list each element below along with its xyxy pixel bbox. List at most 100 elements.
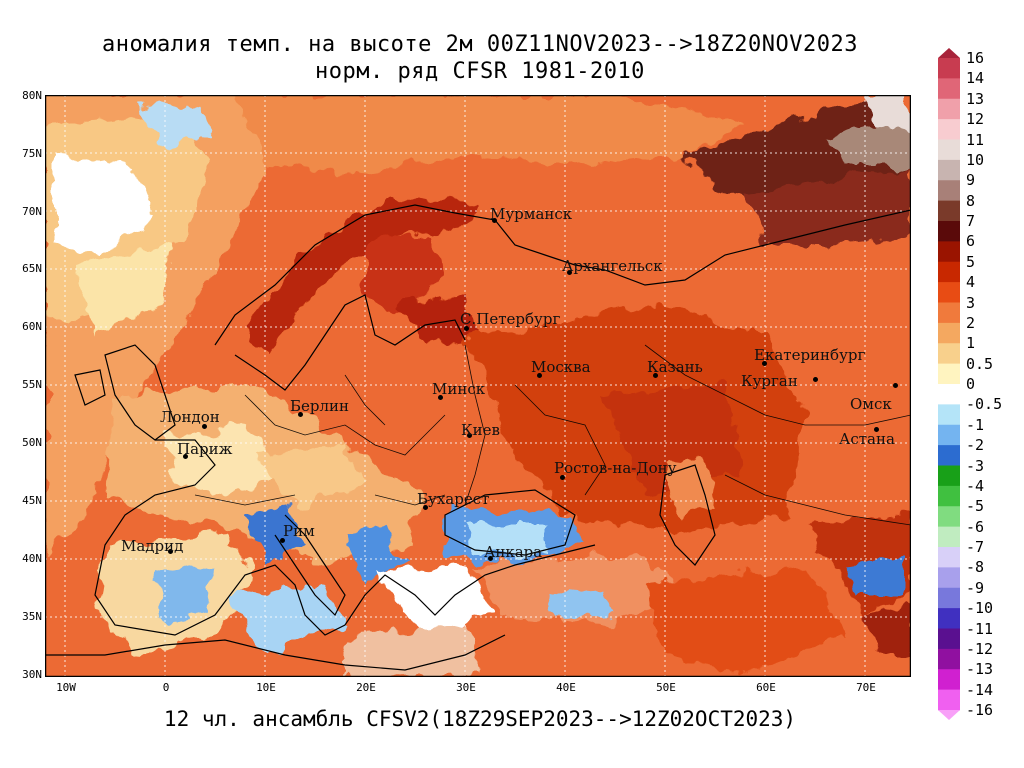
city-marker bbox=[467, 433, 472, 438]
lon-label: 60E bbox=[756, 681, 776, 694]
lat-label: 75N bbox=[22, 147, 42, 160]
colorbar-swatch bbox=[938, 384, 960, 405]
city-label: С.Петербург bbox=[460, 310, 561, 328]
ensemble-subtitle: 12 чл. ансамбль CFSV2(18Z29SEP2023-->12Z… bbox=[163, 707, 797, 731]
city-marker bbox=[464, 326, 469, 331]
city-marker bbox=[202, 424, 207, 429]
city-label: Москва bbox=[531, 358, 591, 376]
colorbar-label: -1 bbox=[966, 415, 985, 434]
colorbar-label: -12 bbox=[966, 639, 994, 658]
colorbar-swatch bbox=[938, 445, 960, 466]
colorbar-swatch bbox=[938, 78, 960, 100]
colorbar-label: -0.5 bbox=[966, 395, 1003, 414]
colorbar-label: -13 bbox=[966, 660, 994, 679]
city-label: Лондон bbox=[160, 408, 220, 426]
city-label: Астана bbox=[839, 430, 895, 448]
city-marker bbox=[567, 270, 572, 275]
map-title-line1: аномалия темп. на высоте 2м 00Z11NOV2023… bbox=[102, 32, 858, 57]
lon-label: 50E bbox=[656, 681, 676, 694]
colorbar-label: 11 bbox=[966, 130, 985, 149]
city-marker bbox=[488, 556, 493, 561]
colorbar bbox=[938, 48, 960, 720]
lon-label: 0 bbox=[162, 681, 170, 694]
city-marker bbox=[438, 395, 443, 400]
lat-label: 70N bbox=[22, 205, 42, 218]
city-marker bbox=[762, 361, 767, 366]
city-marker bbox=[537, 373, 542, 378]
colorbar-label: 4 bbox=[966, 273, 976, 292]
lat-label: 55N bbox=[22, 378, 42, 391]
city-marker bbox=[492, 218, 497, 223]
colorbar-label: 0.5 bbox=[966, 354, 994, 373]
colorbar-swatch bbox=[938, 608, 960, 629]
colorbar-swatch bbox=[938, 48, 960, 58]
city-label: Омск bbox=[850, 395, 892, 413]
colorbar-label: 1 bbox=[966, 334, 976, 353]
lat-label: 40N bbox=[22, 552, 42, 565]
colorbar-swatch bbox=[938, 587, 960, 609]
city-marker bbox=[653, 373, 658, 378]
colorbar-swatch bbox=[938, 628, 960, 650]
colorbar-label: -2 bbox=[966, 436, 985, 455]
city-label: Казань bbox=[647, 358, 703, 376]
colorbar-label: 8 bbox=[966, 191, 976, 210]
colorbar-label: 16 bbox=[966, 49, 985, 67]
colorbar-swatch bbox=[938, 547, 960, 568]
colorbar-swatch bbox=[938, 322, 960, 344]
city-label: Курган bbox=[741, 372, 798, 390]
colorbar-label: -11 bbox=[966, 619, 994, 638]
colorbar-swatch bbox=[938, 139, 960, 161]
colorbar-label: -4 bbox=[966, 476, 985, 495]
colorbar-label: 14 bbox=[966, 69, 985, 88]
city-label: Екатеринбург bbox=[754, 346, 866, 364]
city-marker bbox=[280, 538, 285, 543]
colorbar-swatch bbox=[938, 506, 960, 528]
city-label: Минск bbox=[432, 380, 486, 398]
colorbar-label: -14 bbox=[966, 680, 994, 699]
colorbar-label: 6 bbox=[966, 232, 976, 251]
city-label: Берлин bbox=[290, 397, 350, 415]
city-label: Архангельск bbox=[562, 257, 663, 275]
city-label: Мадрид bbox=[121, 537, 184, 555]
city-marker bbox=[423, 505, 428, 510]
city-marker bbox=[874, 427, 879, 432]
city-marker bbox=[298, 412, 303, 417]
lon-label: 10W bbox=[56, 681, 76, 694]
lat-label: 65N bbox=[22, 262, 42, 275]
colorbar-swatch bbox=[938, 98, 960, 120]
colorbar-label: -6 bbox=[966, 517, 985, 536]
colorbar-label: -9 bbox=[966, 578, 985, 597]
colorbar-label: -3 bbox=[966, 456, 985, 475]
colorbar-label: 2 bbox=[966, 313, 976, 332]
colorbar-swatch bbox=[938, 343, 960, 365]
colorbar-swatch bbox=[938, 159, 960, 181]
colorbar-label: 7 bbox=[966, 212, 976, 230]
lat-label: 80N bbox=[22, 89, 42, 102]
colorbar-swatch bbox=[938, 567, 960, 589]
lat-label: 35N bbox=[22, 610, 42, 623]
colorbar-swatch bbox=[938, 241, 960, 263]
city-label: Мурманск bbox=[490, 205, 573, 223]
city-label: Бухарест bbox=[417, 490, 490, 508]
colorbar-label: 12 bbox=[966, 110, 985, 129]
colorbar-label: -8 bbox=[966, 558, 985, 577]
colorbar-swatch bbox=[938, 261, 960, 283]
lon-label: 40E bbox=[556, 681, 576, 694]
colorbar-swatch bbox=[938, 221, 960, 242]
lon-label: 10E bbox=[256, 681, 276, 694]
colorbar-label: -10 bbox=[966, 599, 994, 618]
colorbar-swatch bbox=[938, 180, 960, 202]
city-marker bbox=[560, 475, 565, 480]
lon-label: 30E bbox=[456, 681, 476, 694]
colorbar-swatch bbox=[938, 119, 960, 140]
colorbar-label: -16 bbox=[966, 701, 994, 719]
colorbar-swatch bbox=[938, 282, 960, 303]
colorbar-label: -7 bbox=[966, 538, 985, 556]
colorbar-swatch bbox=[938, 669, 960, 691]
lon-label: 70E bbox=[856, 681, 876, 694]
colorbar-swatch bbox=[938, 302, 960, 324]
city-label: Рим bbox=[283, 522, 315, 540]
colorbar-swatch bbox=[938, 58, 960, 79]
city-marker bbox=[893, 383, 898, 388]
colorbar-label: 10 bbox=[966, 150, 985, 169]
